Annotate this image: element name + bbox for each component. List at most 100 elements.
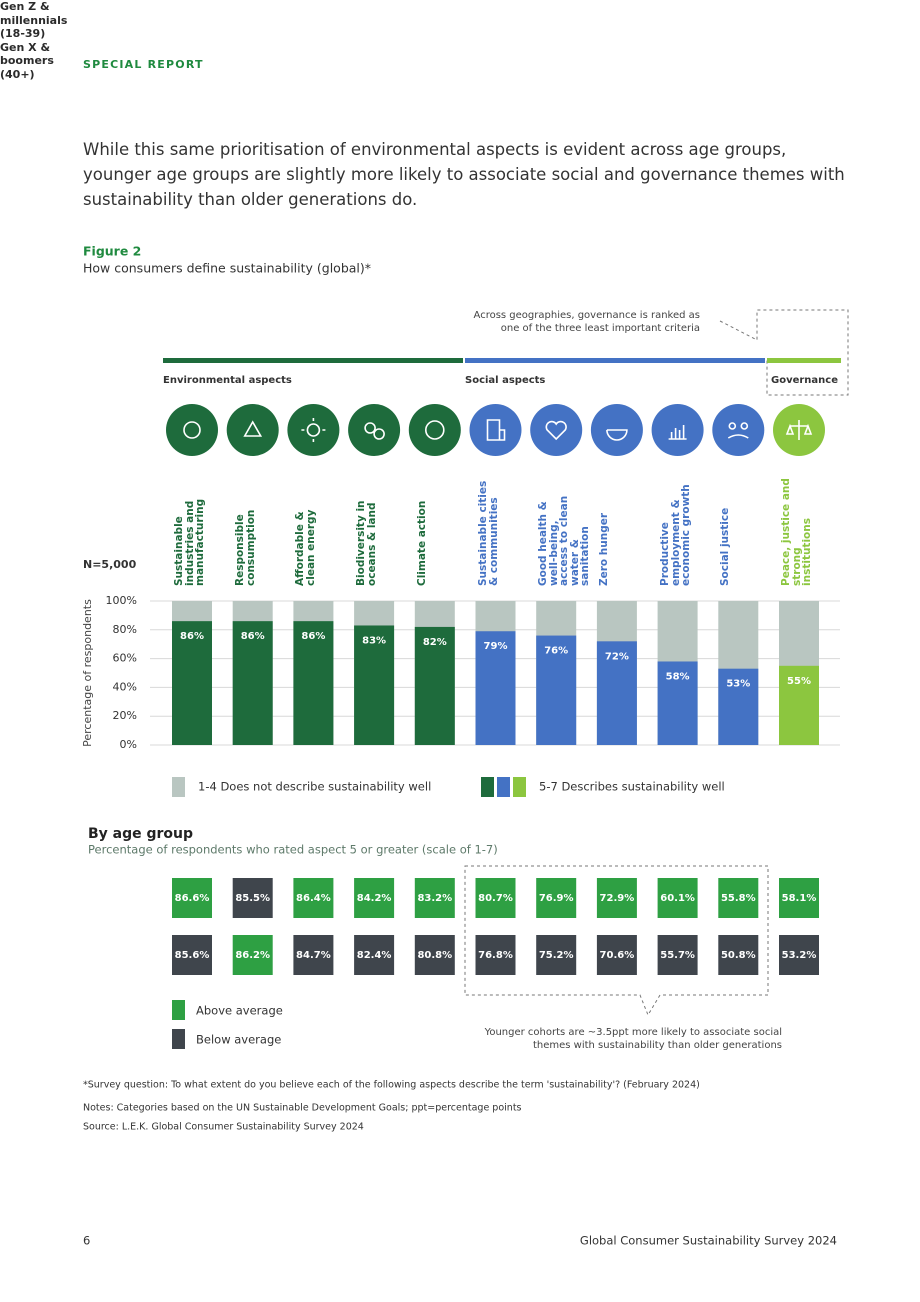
cell-label: 82.4% — [357, 950, 392, 961]
legend-swatch — [497, 777, 510, 797]
n-label: N=5,000 — [83, 558, 137, 571]
cell — [293, 935, 334, 975]
bar — [232, 621, 273, 745]
age-subtitle: Percentage of respondents who rated aspe… — [88, 843, 498, 857]
cell-label: 83.2% — [417, 893, 452, 904]
icon-glyph — [301, 418, 326, 442]
cell — [475, 935, 516, 975]
value-label: 79% — [484, 641, 508, 652]
cell-label: 76.9% — [539, 893, 574, 904]
icon-glyph — [785, 420, 813, 440]
cell — [475, 878, 516, 918]
icon-glyph — [243, 420, 263, 437]
category-label: Biodiversity in oceans & land — [355, 500, 378, 586]
bar — [475, 631, 516, 745]
note: *Survey question: To what extent do you … — [83, 1080, 700, 1091]
icon — [651, 404, 704, 456]
cell — [536, 878, 577, 918]
annotation-box — [719, 309, 849, 396]
row-label: Gen X & boomers (40+) — [0, 40, 54, 81]
bar — [354, 625, 395, 745]
value-label: 83% — [362, 635, 386, 646]
icon — [530, 404, 583, 456]
legend-label: 5-7 Describes sustainability well — [539, 780, 725, 794]
value-label: 76% — [544, 646, 568, 657]
intro: While this same prioritisation of enviro… — [83, 140, 845, 209]
note: Notes: Categories based on the UN Sustai… — [83, 1103, 522, 1114]
cell — [414, 935, 455, 975]
section-label: SPECIAL REPORT — [83, 58, 204, 71]
page-number: 6 — [83, 1234, 90, 1248]
value-label: 86% — [301, 631, 325, 642]
cell — [172, 878, 212, 918]
cell-label: 70.6% — [600, 950, 635, 961]
category-label: Sustainable cities & communities — [476, 480, 500, 586]
bar — [293, 621, 334, 745]
cell — [718, 878, 759, 918]
cell-label: 76.8% — [478, 950, 513, 961]
value-label: 55% — [787, 676, 811, 687]
bar — [596, 641, 637, 745]
bar — [657, 661, 698, 745]
y-tick-label: 0% — [120, 738, 137, 751]
cell — [232, 935, 273, 975]
category-label: Peace, justice and strong institutions — [780, 478, 813, 586]
icon-glyph — [424, 420, 445, 440]
cell — [779, 878, 819, 918]
icon-glyph — [486, 419, 506, 441]
cell — [354, 878, 395, 918]
cell-label: 55.7% — [660, 950, 695, 961]
legend-label: Below average — [196, 1033, 281, 1047]
footer-title: Global Consumer Sustainability Survey 20… — [580, 1234, 837, 1248]
bar — [414, 626, 455, 745]
group-label: Environmental aspects — [163, 375, 292, 386]
icon — [712, 404, 765, 456]
value-label: 82% — [423, 637, 447, 648]
icon-glyph — [364, 422, 385, 440]
value-label: 53% — [726, 679, 750, 690]
annotation: Younger cohorts are ~3.5ppt more likely … — [484, 1027, 782, 1051]
legend-swatch — [172, 1000, 185, 1020]
figure-caption: How consumers define sustainability (glo… — [83, 261, 371, 276]
note: Source: L.E.K. Global Consumer Sustainab… — [83, 1122, 364, 1133]
bar — [779, 665, 819, 745]
cell-label: 85.6% — [175, 950, 210, 961]
value-label: 86% — [180, 631, 204, 642]
category-label: Sustainable industries and manufacturing — [173, 498, 206, 586]
category-label: Responsible consumption — [233, 509, 257, 586]
value-label: 72% — [605, 651, 629, 662]
cell — [657, 935, 698, 975]
icon-glyph — [545, 420, 567, 441]
cell — [172, 935, 212, 975]
icon-glyph — [606, 429, 628, 441]
icon-glyph — [183, 421, 201, 439]
category-label: Zero hunger — [597, 512, 610, 586]
cell-label: 58.1% — [782, 893, 817, 904]
group-bar — [465, 358, 765, 363]
icon — [166, 404, 218, 456]
cell-label: 84.7% — [296, 950, 331, 961]
legend-swatch — [513, 777, 526, 797]
cell — [596, 935, 637, 975]
legend-label: Above average — [196, 1004, 283, 1018]
bar — [536, 635, 577, 745]
annotation: Across geographies, governance is ranked… — [473, 310, 700, 334]
legend-swatch — [172, 777, 185, 797]
icon — [287, 404, 340, 456]
category-label: Affordable & clean energy — [294, 509, 317, 586]
icon — [408, 404, 461, 456]
cell — [293, 878, 334, 918]
y-tick-label: 40% — [113, 680, 137, 693]
legend-label: 1-4 Does not describe sustainability wel… — [198, 780, 431, 794]
cell — [657, 878, 698, 918]
cell-label: 55.8% — [721, 893, 756, 904]
category-label: Climate action — [415, 500, 428, 586]
category-label: Social justice — [719, 507, 732, 586]
annotation-box — [464, 865, 769, 1017]
y-tick-label: 80% — [113, 623, 137, 636]
value-label: 58% — [666, 671, 690, 682]
icon-glyph — [668, 425, 687, 440]
group-bar — [163, 358, 463, 363]
